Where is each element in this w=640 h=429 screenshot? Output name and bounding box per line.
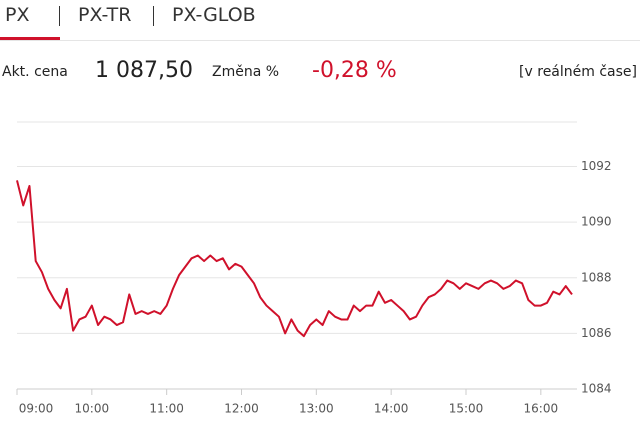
change: -0,28 % [312, 58, 397, 83]
x-tick-label: 11:00 [149, 402, 184, 416]
tab[interactable]: PX [5, 4, 30, 26]
x-tick-label: 14:00 [374, 402, 409, 416]
tab[interactable]: PX-GLOB [172, 4, 256, 26]
separator [153, 6, 154, 26]
price-line [16, 180, 573, 338]
y-tick-label: 1086 [581, 326, 612, 340]
price: 1 087,50 [95, 58, 193, 83]
x-tick-label: 13:00 [299, 402, 334, 416]
x-tick-label: 12:00 [224, 402, 259, 416]
x-tick-label: 09:00 [19, 402, 54, 416]
x-tick-label: 16:00 [524, 402, 559, 416]
tabs: PX PX-TR PX-GLOB [0, 0, 640, 41]
tab[interactable]: PX-TR [78, 4, 132, 26]
realtime-label: [v reálném čase] [519, 64, 637, 80]
active-tab-underline [0, 37, 60, 40]
y-tick-label: 1084 [581, 382, 612, 396]
y-tick-label: 1092 [581, 159, 612, 173]
separator [59, 6, 60, 26]
price-label: Akt. cena [2, 64, 68, 80]
y-tick-label: 1090 [581, 215, 612, 229]
x-tick-label: 15:00 [449, 402, 484, 416]
x-tick-label: 10:00 [75, 402, 110, 416]
change-label: Změna % [212, 64, 280, 80]
y-tick-label: 1088 [581, 270, 612, 284]
